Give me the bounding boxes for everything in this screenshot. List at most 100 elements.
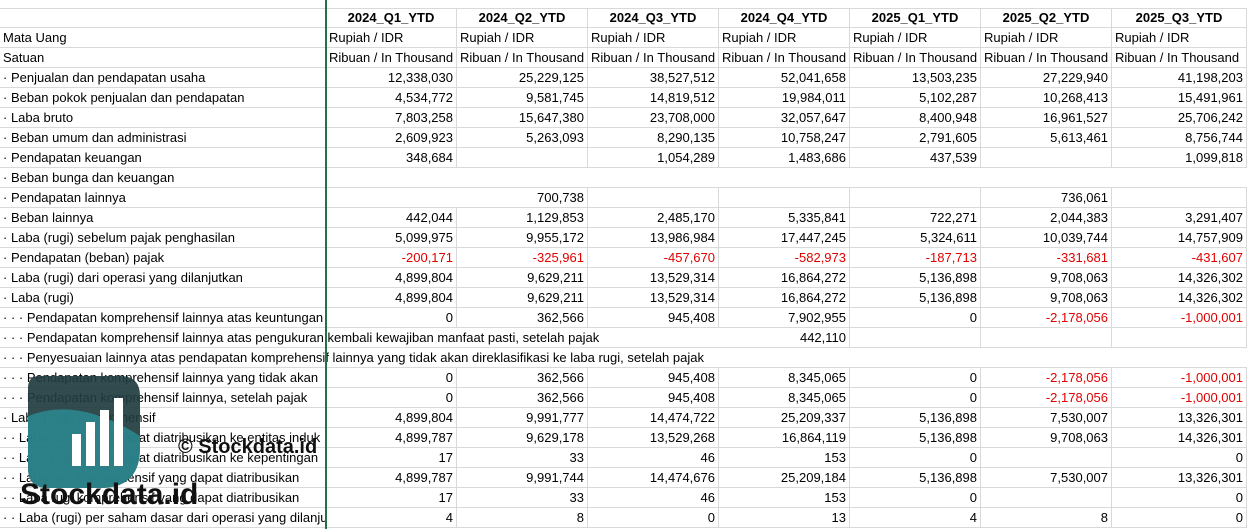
value-cell: 10,268,413 (981, 88, 1112, 108)
value-cell: 13,529,268 (588, 428, 719, 448)
watermark-brand: Stockdata.id (20, 478, 199, 511)
row-label: · Pendapatan keuangan (0, 148, 326, 168)
value-cell: 5,263,093 (457, 128, 588, 148)
value-cell: -2,178,056 (981, 368, 1112, 388)
value-cell: 17 (326, 488, 457, 508)
empty-cell (981, 448, 1112, 468)
value-cell: 0 (1112, 508, 1247, 528)
value-cell: 348,684 (326, 148, 457, 168)
value-cell: 2,044,383 (981, 208, 1112, 228)
row-label: Mata Uang (0, 28, 326, 48)
value-cell: 4,534,772 (326, 88, 457, 108)
value-cell: 14,326,301 (1112, 428, 1247, 448)
row-label: · Beban umum dan administrasi (0, 128, 326, 148)
meta-cell: Ribuan / In Thousand (719, 48, 850, 68)
row-label: · · · Penyesuaian lainnya atas pendapata… (0, 348, 1247, 368)
value-cell: 722,271 (850, 208, 981, 228)
value-cell: 52,041,658 (719, 68, 850, 88)
value-cell: 4 (326, 508, 457, 528)
meta-cell: Ribuan / In Thousand (981, 48, 1112, 68)
value-cell: 19,984,011 (719, 88, 850, 108)
value-cell: 25,229,125 (457, 68, 588, 88)
row-label: · Pendapatan lainnya (0, 188, 457, 208)
value-cell: 7,530,007 (981, 408, 1112, 428)
value-cell: 9,581,745 (457, 88, 588, 108)
value-cell: 5,102,287 (850, 88, 981, 108)
column-header: 2025_Q1_YTD (850, 8, 981, 28)
value-cell: 13,986,984 (588, 228, 719, 248)
value-cell: 700,738 (457, 188, 588, 208)
value-cell: 8,400,948 (850, 108, 981, 128)
value-cell: 12,338,030 (326, 68, 457, 88)
value-cell: 4,899,804 (326, 288, 457, 308)
value-cell: 0 (850, 388, 981, 408)
value-cell: 9,629,211 (457, 268, 588, 288)
empty-cell (981, 148, 1112, 168)
column-header: 2024_Q2_YTD (457, 8, 588, 28)
row-label: Satuan (0, 48, 326, 68)
value-cell: 4,899,787 (326, 468, 457, 488)
meta-cell: Ribuan / In Thousand (1112, 48, 1247, 68)
value-cell: 13,503,235 (850, 68, 981, 88)
meta-cell: Ribuan / In Thousand (457, 48, 588, 68)
value-cell: 32,057,647 (719, 108, 850, 128)
value-cell: 27,229,940 (981, 68, 1112, 88)
empty-cell (981, 328, 1112, 348)
value-cell: 4,899,787 (326, 428, 457, 448)
value-cell: 41,198,203 (1112, 68, 1247, 88)
row-label: · · · Pendapatan komprehensif lainnya at… (0, 328, 719, 348)
empty-cell (457, 148, 588, 168)
value-cell: 15,647,380 (457, 108, 588, 128)
value-cell: 16,864,119 (719, 428, 850, 448)
value-cell: 5,136,898 (850, 468, 981, 488)
value-cell: 7,902,955 (719, 308, 850, 328)
empty-cell (981, 488, 1112, 508)
value-cell: 736,061 (981, 188, 1112, 208)
value-cell: 8 (981, 508, 1112, 528)
empty-cell (719, 188, 850, 208)
column-header-strip (0, 0, 1247, 9)
value-cell: 362,566 (457, 368, 588, 388)
value-cell: 7,803,258 (326, 108, 457, 128)
freeze-pane-line (325, 0, 327, 529)
value-cell: -325,961 (457, 248, 588, 268)
value-cell: -2,178,056 (981, 308, 1112, 328)
value-cell: 13,326,301 (1112, 408, 1247, 428)
value-cell: 153 (719, 448, 850, 468)
column-header: 2025_Q3_YTD (1112, 8, 1247, 28)
value-cell: 5,613,461 (981, 128, 1112, 148)
row-label: · Pendapatan (beban) pajak (0, 248, 326, 268)
value-cell: 2,485,170 (588, 208, 719, 228)
value-cell: -187,713 (850, 248, 981, 268)
value-cell: 10,758,247 (719, 128, 850, 148)
value-cell: 13,529,314 (588, 268, 719, 288)
value-cell: 8,345,065 (719, 388, 850, 408)
value-cell: 33 (457, 488, 588, 508)
value-cell: 0 (850, 368, 981, 388)
value-cell: 442,110 (719, 328, 850, 348)
value-cell: 8,290,135 (588, 128, 719, 148)
value-cell: 5,136,898 (850, 268, 981, 288)
value-cell: 17,447,245 (719, 228, 850, 248)
value-cell: 16,864,272 (719, 288, 850, 308)
row-label: · Laba (rugi) (0, 288, 326, 308)
row-label: · Beban bunga dan keuangan (0, 168, 1247, 188)
value-cell: 9,708,063 (981, 268, 1112, 288)
meta-cell: Rupiah / IDR (588, 28, 719, 48)
empty-cell (1112, 188, 1247, 208)
value-cell: -1,000,001 (1112, 308, 1247, 328)
meta-cell: Ribuan / In Thousand (850, 48, 981, 68)
corner-cell (0, 8, 326, 28)
value-cell: 46 (588, 488, 719, 508)
value-cell: 33 (457, 448, 588, 468)
value-cell: 2,791,605 (850, 128, 981, 148)
value-cell: 25,209,184 (719, 468, 850, 488)
meta-cell: Ribuan / In Thousand (588, 48, 719, 68)
value-cell: 1,483,686 (719, 148, 850, 168)
value-cell: 15,491,961 (1112, 88, 1247, 108)
value-cell: 945,408 (588, 368, 719, 388)
meta-cell: Rupiah / IDR (326, 28, 457, 48)
value-cell: 14,757,909 (1112, 228, 1247, 248)
value-cell: 14,474,676 (588, 468, 719, 488)
row-label: · · · Pendapatan komprehensif lainnya at… (0, 308, 326, 328)
